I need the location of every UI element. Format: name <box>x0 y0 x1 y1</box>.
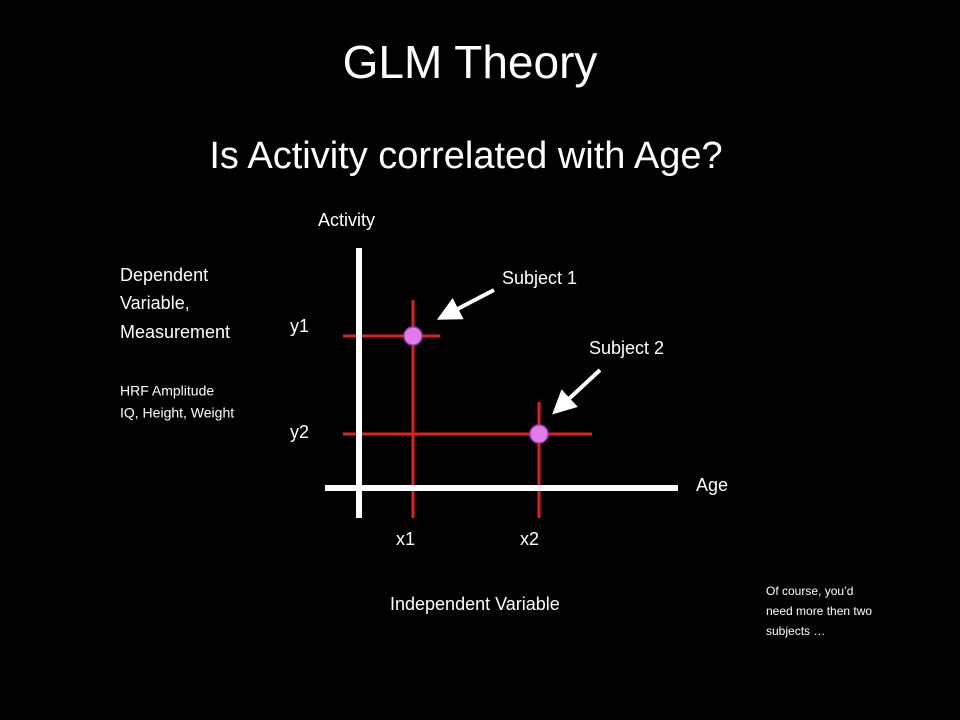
x-tick: x2 <box>520 529 539 549</box>
x-axis-label: Age <box>696 475 728 495</box>
dependent-label: Variable, <box>120 293 190 313</box>
note: Of course, you’d <box>766 584 853 598</box>
subject-label: Subject 2 <box>589 338 664 358</box>
dependent-example: IQ, Height, Weight <box>120 405 234 421</box>
note: need more then two <box>766 604 872 618</box>
title: GLM Theory <box>343 36 598 88</box>
subject-label: Subject 1 <box>502 268 577 288</box>
subtitle: Is Activity correlated with Age? <box>209 135 722 177</box>
y-tick: y2 <box>290 422 309 442</box>
arrow <box>436 288 495 320</box>
arrow <box>552 368 602 415</box>
dependent-example: HRF Amplitude <box>120 383 214 399</box>
subject-point <box>529 424 549 444</box>
y-axis-label: Activity <box>318 210 375 230</box>
dependent-label: Measurement <box>120 322 230 342</box>
subject-point <box>403 326 423 346</box>
note: subjects … <box>766 624 825 638</box>
independent-label: Independent Variable <box>390 594 560 614</box>
x-tick: x1 <box>396 529 415 549</box>
dependent-label: Dependent <box>120 265 208 285</box>
y-tick: y1 <box>290 316 309 336</box>
